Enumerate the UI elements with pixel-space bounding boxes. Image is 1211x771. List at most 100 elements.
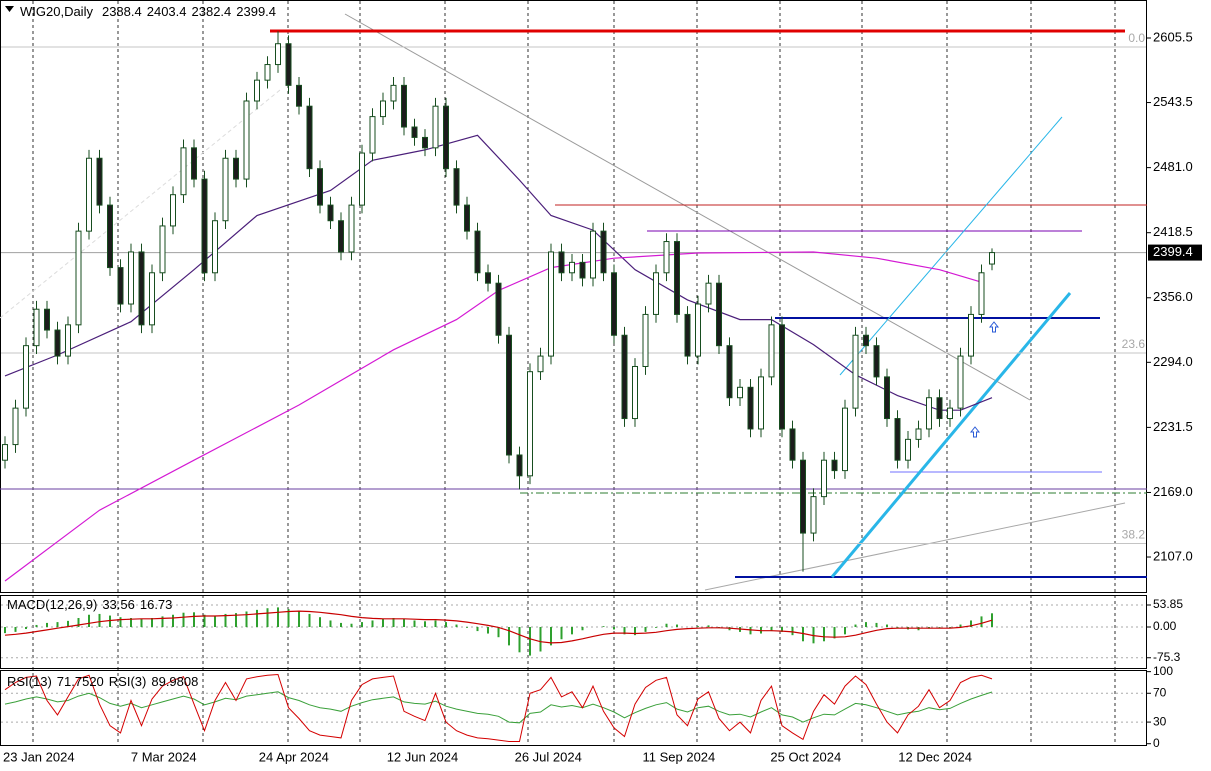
candle-body xyxy=(149,272,155,326)
candle-body xyxy=(663,241,670,274)
candle-body xyxy=(485,272,491,284)
y-tick-label: 2231.5 xyxy=(1153,419,1193,434)
candle-body xyxy=(86,157,92,232)
candle-body xyxy=(285,43,292,86)
candle-body xyxy=(695,303,701,357)
candle-body xyxy=(201,178,208,274)
candle-body xyxy=(569,261,575,274)
candle-body xyxy=(726,345,733,399)
candle-body xyxy=(138,251,145,326)
rsi-name: RSI(3) xyxy=(109,674,147,689)
fibo-label: 38.2 xyxy=(1122,528,1146,542)
macd-title: MACD(12,26,9) 33.56 16.73 xyxy=(7,597,172,612)
candle-body xyxy=(800,459,806,534)
candle-body xyxy=(54,329,61,357)
candle-body xyxy=(44,308,50,331)
y-tick-label: 53.85 xyxy=(1153,597,1183,611)
y-tick-label: 2481.0 xyxy=(1153,159,1193,174)
candle-body xyxy=(821,459,827,498)
candle-body xyxy=(831,459,838,472)
candle-body xyxy=(464,204,470,232)
candle-body xyxy=(936,397,943,420)
plot: 23 Jan 2024 7 Mar 2024 24 Apr 2024 12 Jun 2… xyxy=(1,29,1202,764)
candle-body xyxy=(275,43,281,66)
candle-body xyxy=(75,230,82,326)
y-tick-label: 2543.5 xyxy=(1153,94,1193,109)
candle-body xyxy=(65,324,71,357)
candle-body xyxy=(159,225,166,274)
candle-body xyxy=(33,308,40,347)
candle-body xyxy=(684,313,691,357)
fibo-label: 23.6 xyxy=(1122,337,1146,351)
main-panel-frame xyxy=(0,0,1147,593)
candle-body xyxy=(411,126,418,138)
candle-body xyxy=(852,334,859,409)
candle-body xyxy=(348,204,355,253)
candle-body xyxy=(653,272,659,315)
rsi-readout: 71.7520 xyxy=(57,674,104,689)
candle-body xyxy=(474,230,481,274)
candle-body xyxy=(2,444,8,461)
moving-average xyxy=(4,251,982,582)
channel-line xyxy=(830,292,1072,578)
signal-readout: 16.73 xyxy=(140,597,173,612)
y-tick-label: 2418.5 xyxy=(1153,224,1193,239)
x-tick-label: 26 Jul 2024 xyxy=(515,749,582,764)
candle-body xyxy=(600,230,607,274)
candle-body xyxy=(191,147,197,180)
candle-body xyxy=(359,152,365,206)
candle-body xyxy=(527,371,533,477)
y-tick-label: 70 xyxy=(1153,685,1167,699)
candle-body xyxy=(296,84,302,107)
rsi-title: RSI(13) 71.7520 RSI(3) 89.9808 xyxy=(7,674,198,689)
candle-body xyxy=(506,334,512,456)
candle-body xyxy=(254,79,260,102)
candle-body xyxy=(380,100,386,118)
x-tick-label: 12 Jun 2024 xyxy=(387,749,459,764)
macd-name: MACD(12,26,9) xyxy=(7,597,97,612)
candle-body xyxy=(212,220,218,274)
candle-body xyxy=(905,438,911,461)
candle-body xyxy=(96,157,103,206)
candle-body xyxy=(390,84,397,102)
y-tick-label: 2605.5 xyxy=(1153,29,1193,44)
x-tick-label: 12 Dec 2024 xyxy=(898,749,972,764)
candle-body xyxy=(716,282,722,347)
rsi-line xyxy=(4,691,993,724)
candle-body xyxy=(107,204,113,269)
drawings xyxy=(0,13,1147,591)
candle-body xyxy=(579,261,586,279)
rsi-line xyxy=(4,673,993,742)
candle-body xyxy=(306,105,313,170)
rsi-readout: 89.9808 xyxy=(151,674,198,689)
candle-body xyxy=(128,251,134,305)
time-grid xyxy=(32,1,1116,745)
x-tick-label: 24 Apr 2024 xyxy=(259,749,329,764)
candle-body xyxy=(915,428,922,440)
x-tick-label: 7 Mar 2024 xyxy=(131,749,197,764)
candle-body xyxy=(222,157,229,222)
x-tick-label: 11 Sep 2024 xyxy=(643,749,716,764)
candle-body xyxy=(611,272,617,336)
arrow-signal xyxy=(988,321,1000,333)
rsi-panel-frame xyxy=(0,670,1147,746)
y-tick-label: 2107.0 xyxy=(1153,548,1193,563)
candle-body xyxy=(422,136,428,149)
y-tick-label: 100 xyxy=(1153,664,1173,678)
trend-line xyxy=(704,502,1126,591)
candle-body xyxy=(989,252,995,265)
arrow-signal xyxy=(969,426,981,438)
candle-body xyxy=(453,168,460,206)
rsi-name: RSI(13) xyxy=(7,674,52,689)
candle-body xyxy=(621,334,628,420)
fibo-label: 0.0 xyxy=(1128,31,1145,45)
candle-body xyxy=(779,324,785,430)
trend-line xyxy=(344,13,1031,401)
signal-line xyxy=(4,610,993,644)
candle-body xyxy=(947,407,953,420)
y-tick-label: 0.00 xyxy=(1153,619,1177,633)
candle-body xyxy=(317,168,323,206)
candle-body xyxy=(180,147,187,196)
candle-body xyxy=(443,105,449,170)
